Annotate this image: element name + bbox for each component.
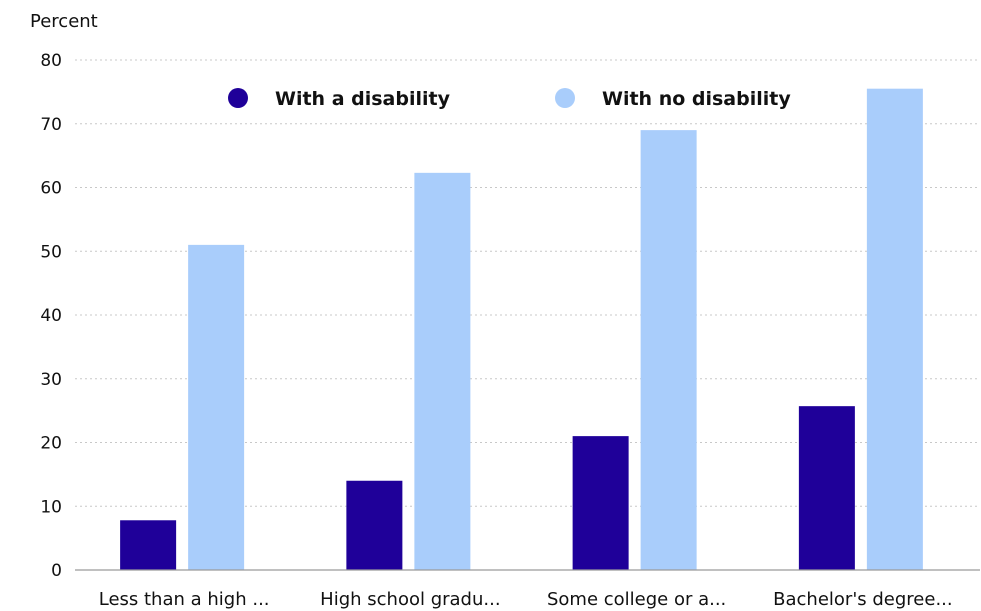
x-tick-label: High school gradu... [320, 589, 500, 610]
bar-with-no-disability [414, 172, 471, 570]
bar-with-disability [120, 520, 177, 570]
y-tick-label: 10 [40, 497, 62, 517]
y-tick-label: 70 [40, 115, 62, 135]
legend-label: With a disability [275, 88, 451, 110]
y-tick-label: 40 [40, 306, 62, 326]
bar-with-disability [798, 406, 855, 570]
bars [120, 88, 923, 570]
y-tick-label: 60 [40, 179, 62, 199]
y-axis-title: Percent [30, 11, 98, 32]
bar-with-disability [346, 480, 403, 570]
bar-with-no-disability [188, 244, 245, 570]
x-tick-labels: Less than a high ... High school gradu...… [99, 589, 953, 610]
legend: With a disability With no disability [228, 88, 791, 110]
y-tick-label: 30 [40, 370, 62, 390]
bar-with-disability [572, 436, 629, 570]
legend-label: With no disability [602, 88, 791, 110]
bar-with-no-disability [640, 130, 697, 570]
y-tick-label: 80 [40, 51, 62, 71]
bar-with-no-disability [866, 88, 923, 570]
legend-swatch [555, 88, 575, 108]
x-tick-label: Bachelor's degree... [773, 589, 952, 610]
x-tick-label: Some college or a... [547, 589, 726, 610]
y-tick-label: 50 [40, 242, 62, 262]
y-tick-labels: 0 10 20 30 40 50 60 70 80 [40, 51, 62, 581]
x-tick-label: Less than a high ... [99, 589, 270, 610]
y-tick-label: 20 [40, 434, 62, 454]
legend-swatch [228, 88, 248, 108]
y-tick-label: 0 [51, 561, 62, 581]
